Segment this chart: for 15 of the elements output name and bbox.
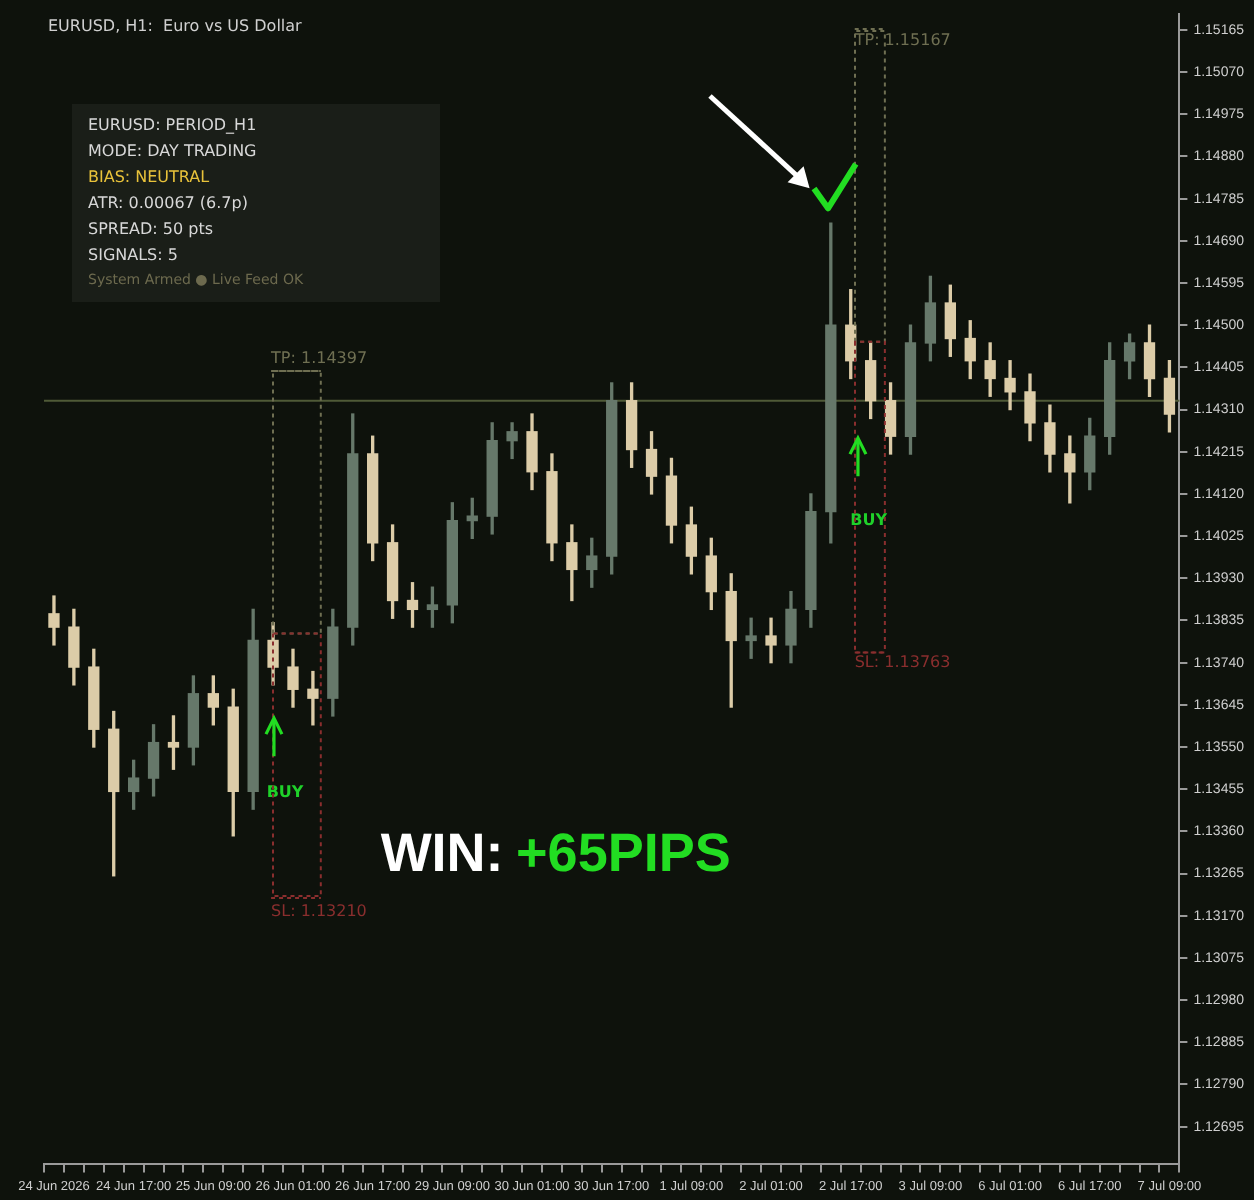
annotation: SPREAD: 50 pts: [88, 218, 215, 242]
annotation: BUY: [266, 783, 304, 802]
annotation: EURUSD: PERIOD_H1: [88, 114, 259, 138]
annotation: ATR: 0.00067 (6.7p): [88, 192, 250, 216]
annotation: WIN:: [380, 823, 504, 884]
ref-line-label: SL: 1.13210: [271, 902, 367, 921]
ref-line-label: SL: 1.13763: [854, 652, 951, 671]
annotation: +65PIPS: [516, 823, 731, 884]
annotation: SIGNALS: 5: [88, 244, 180, 268]
chart-title: EURUSD, H1: Euro vs US Dollar: [48, 16, 304, 35]
annotation: MODE: DAY TRADING: [88, 140, 259, 164]
annotation: BIAS: NEUTRAL: [88, 166, 212, 190]
annotation: BUY: [850, 510, 888, 529]
ref-line-label: TP: 1.14397: [269, 349, 368, 368]
ref-line-label: TP: 1.15167: [852, 31, 951, 50]
